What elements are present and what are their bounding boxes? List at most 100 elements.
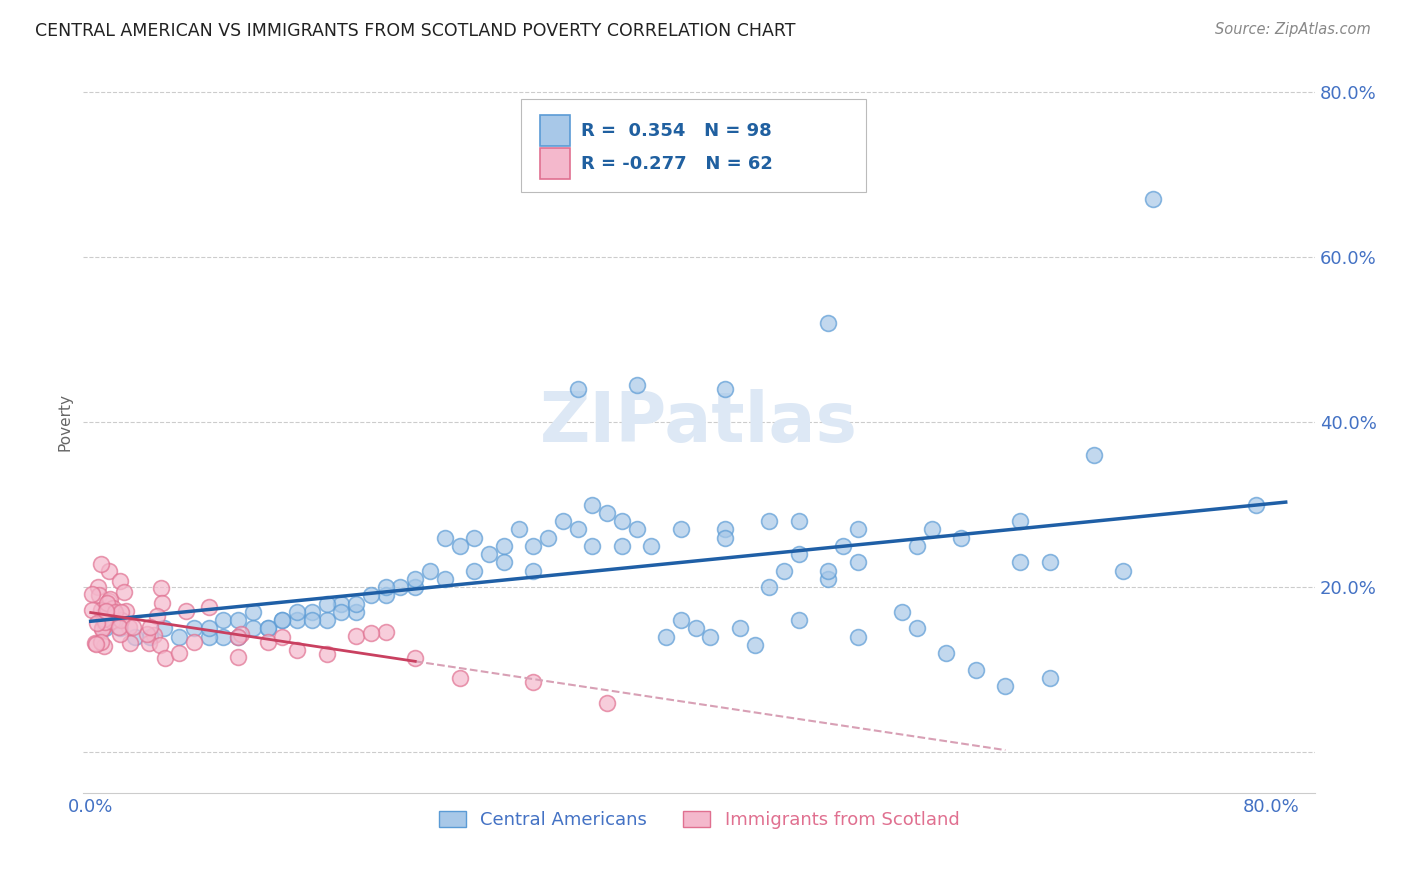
Point (832, 539, 855, 553)
Point (1142, 192, 1164, 206)
Text: ZIPatlas: ZIPatlas (540, 389, 858, 456)
Point (846, 522, 869, 536)
Point (449, 539, 471, 553)
Point (669, 613, 692, 627)
Point (153, 621, 176, 635)
Point (94, 604, 117, 618)
Point (596, 506, 619, 520)
Text: CENTRAL AMERICAN VS IMMIGRANTS FROM SCOTLAND POVERTY CORRELATION CHART: CENTRAL AMERICAN VS IMMIGRANTS FROM SCOT… (35, 22, 796, 40)
Point (242, 605, 264, 619)
Point (82, 587, 104, 601)
Point (728, 621, 751, 635)
Point (846, 555, 869, 569)
Point (83, 635, 105, 649)
Point (226, 630, 249, 644)
Point (626, 522, 648, 536)
Point (551, 514, 574, 528)
Point (360, 625, 382, 640)
Point (744, 638, 766, 652)
Point (135, 626, 157, 640)
Point (817, 316, 839, 330)
Point (891, 605, 914, 619)
Point (1010, 555, 1032, 569)
Point (167, 630, 190, 644)
Legend: Central Americans, Immigrants from Scotland: Central Americans, Immigrants from Scotl… (432, 804, 967, 837)
Point (330, 597, 353, 611)
Point (905, 621, 928, 635)
Point (91, 621, 114, 635)
Point (149, 582, 172, 596)
Point (950, 531, 973, 545)
Point (271, 613, 294, 627)
Point (714, 522, 737, 536)
Point (183, 634, 205, 648)
Point (626, 377, 648, 392)
Point (360, 588, 382, 602)
Point (93, 615, 115, 629)
Point (197, 621, 219, 635)
FancyBboxPatch shape (520, 99, 866, 192)
Point (404, 572, 426, 586)
Point (699, 630, 721, 644)
Point (935, 646, 957, 660)
Point (787, 547, 810, 561)
Point (86, 615, 108, 630)
Point (714, 382, 737, 396)
Point (285, 643, 308, 657)
Point (118, 636, 141, 650)
Point (581, 498, 603, 512)
Point (433, 572, 456, 586)
Point (124, 630, 146, 644)
Point (167, 647, 190, 661)
Text: R =  0.354   N = 98: R = 0.354 N = 98 (581, 122, 772, 140)
Point (301, 613, 323, 627)
Point (226, 649, 249, 664)
Text: R = -0.277   N = 62: R = -0.277 N = 62 (581, 154, 773, 172)
Point (817, 572, 839, 586)
Point (93, 617, 115, 632)
Point (285, 605, 308, 619)
Point (567, 382, 589, 396)
Point (138, 619, 160, 633)
FancyBboxPatch shape (540, 148, 569, 179)
Point (107, 620, 129, 634)
Point (905, 539, 928, 553)
Point (256, 621, 278, 635)
Point (374, 588, 396, 602)
Point (787, 514, 810, 528)
Point (478, 547, 501, 561)
Point (84, 637, 107, 651)
Point (104, 605, 127, 619)
Point (138, 630, 160, 644)
Point (1039, 671, 1062, 685)
Point (374, 624, 396, 639)
Point (112, 585, 135, 599)
Point (344, 629, 367, 643)
Point (212, 613, 235, 627)
Point (419, 564, 441, 578)
Point (522, 539, 544, 553)
Point (449, 671, 471, 685)
Point (433, 531, 456, 545)
Point (110, 626, 132, 640)
Point (149, 638, 172, 652)
Point (122, 620, 145, 634)
Point (1244, 498, 1267, 512)
Point (965, 663, 987, 677)
Point (610, 514, 633, 528)
Point (146, 608, 169, 623)
Point (96, 596, 118, 610)
Point (492, 555, 515, 569)
Point (1039, 555, 1062, 569)
Point (153, 651, 176, 665)
Point (82, 603, 104, 617)
Point (301, 605, 323, 619)
Point (567, 522, 589, 536)
Point (256, 621, 278, 635)
Point (640, 539, 662, 553)
Point (1083, 448, 1105, 462)
Point (87, 588, 110, 602)
Point (610, 539, 633, 553)
Point (492, 539, 515, 553)
Point (315, 613, 337, 627)
